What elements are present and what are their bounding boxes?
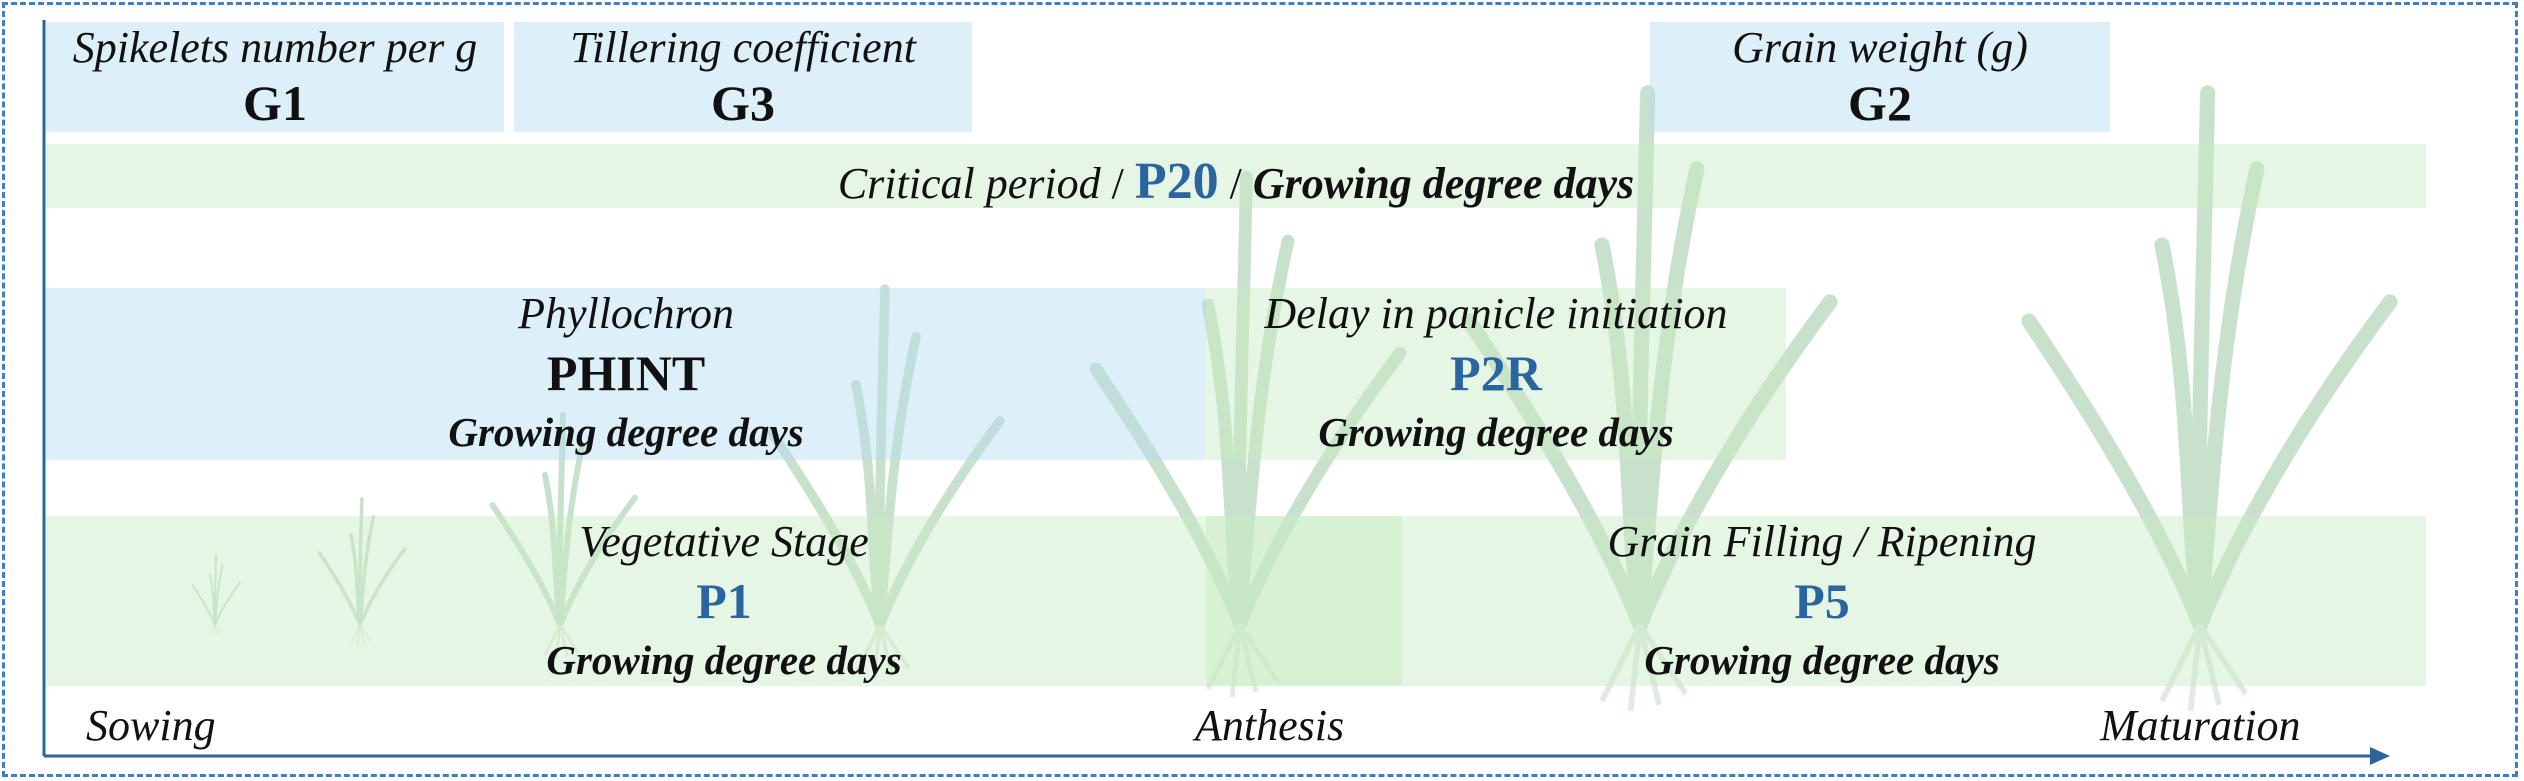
critical-period-label: Critical period (837, 159, 1101, 208)
grain-filling-unit: Growing degree days (1644, 637, 2000, 683)
critical-separator-2: / (1218, 159, 1253, 208)
g1-label: Spikelets number per g (72, 23, 478, 72)
panicle-initiation-unit: Growing degree days (1318, 409, 1674, 455)
critical-separator-1: / (1100, 159, 1135, 208)
phint-code: PHINT (546, 345, 706, 401)
phyllochron-box (46, 288, 1206, 460)
critical-period-line: Critical period / P20 / Growing degree d… (46, 152, 2426, 211)
critical-period-bar: Critical period / P20 / Growing degree d… (46, 144, 2426, 211)
grain-filling-text: Grain Filling / Ripening P5 Growing degr… (1402, 516, 2242, 686)
anthesis-overlap (1206, 516, 1402, 686)
g3-box: Tillering coefficient G3 (514, 22, 972, 132)
g2-box: Grain weight (g) G2 (1650, 22, 2110, 132)
panicle-initiation-box: Delay in panicle initiation P2R Growing … (1206, 288, 1786, 460)
phyllochron-label: Phyllochron (518, 289, 734, 338)
anthesis-label: Anthesis (1195, 701, 1345, 750)
phyllochron-text: Phyllochron PHINT Growing degree days (46, 288, 1206, 460)
panicle-initiation-label: Delay in panicle initiation (1264, 289, 1728, 338)
stage-bar (46, 516, 2426, 686)
g3-code: G3 (711, 75, 775, 131)
g2-code: G2 (1848, 75, 1912, 131)
vegetative-stage-unit: Growing degree days (546, 637, 902, 683)
vegetative-stage-label: Vegetative Stage (579, 517, 869, 566)
g1-code: G1 (243, 75, 307, 131)
grain-filling-label: Grain Filling / Ripening (1607, 517, 2037, 566)
p1-code: P1 (696, 573, 752, 629)
g1-box: Spikelets number per g G1 (46, 22, 504, 132)
timeline-arrowhead-icon (2370, 747, 2390, 765)
maturation-label: Maturation (2100, 701, 2301, 750)
p5-code: P5 (1794, 573, 1850, 629)
g3-label: Tillering coefficient (570, 23, 916, 72)
critical-unit: Growing degree days (1252, 159, 1635, 208)
p20-code: P20 (1134, 153, 1219, 210)
phyllochron-unit: Growing degree days (448, 409, 804, 455)
g2-label: Grain weight (g) (1732, 23, 2028, 72)
sowing-label: Sowing (86, 701, 216, 750)
vegetative-stage-text: Vegetative Stage P1 Growing degree days (46, 516, 1402, 686)
p2r-code: P2R (1450, 345, 1542, 401)
